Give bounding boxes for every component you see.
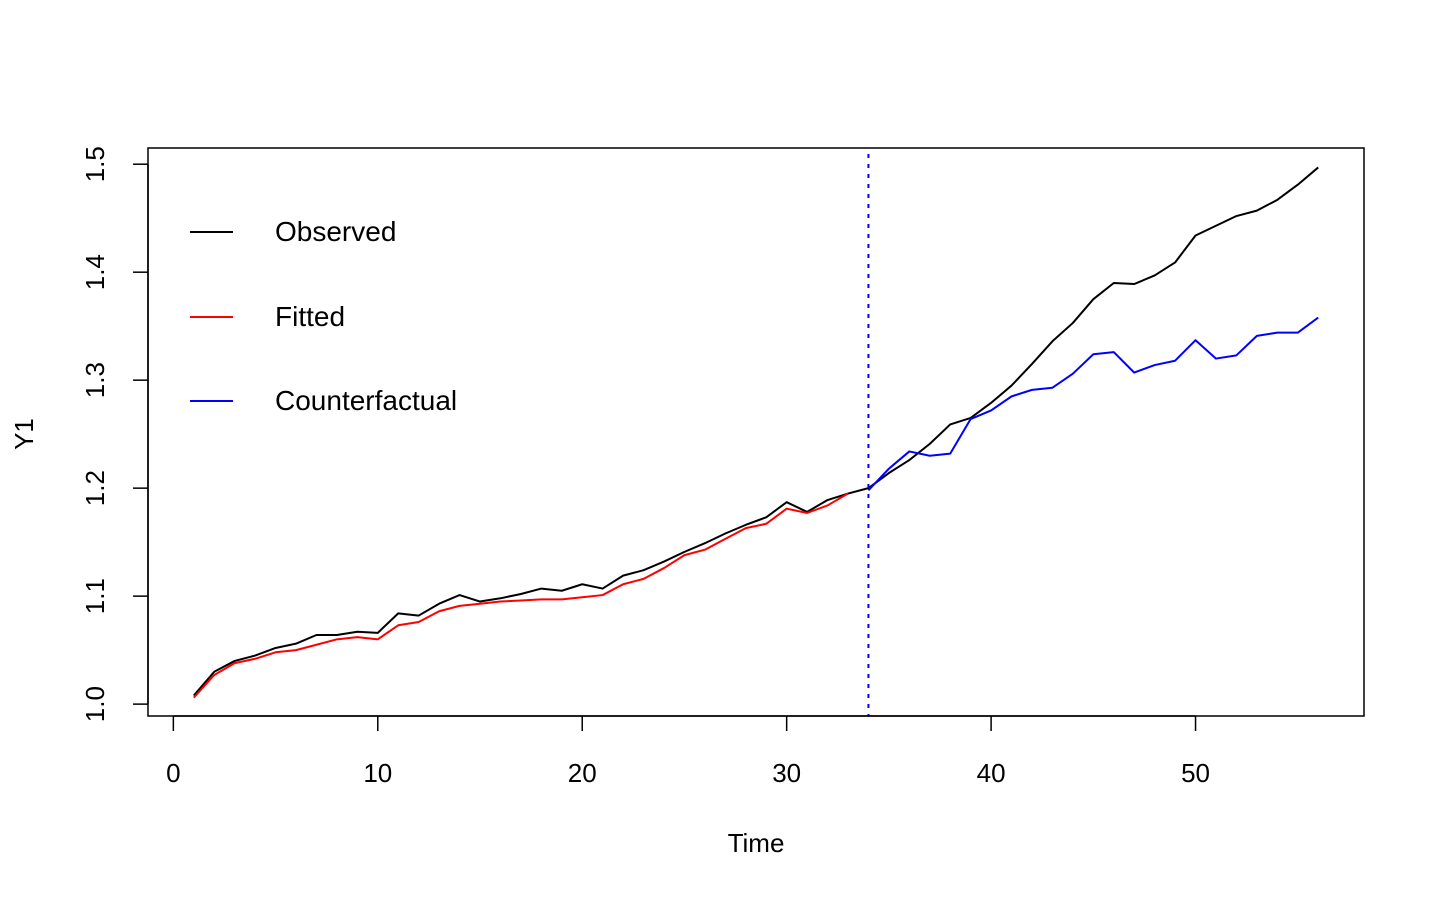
y-tick-label: 1.5 (80, 146, 110, 182)
y-tick-label: 1.2 (80, 470, 110, 506)
x-tick-label: 30 (772, 758, 801, 788)
series-line-counterfactual (867, 316, 1319, 491)
axes: 0 10 20 30 40 50 1.0 1.1 1.2 1.3 1.4 1.5 (80, 146, 1365, 788)
x-tick-label: 10 (363, 758, 392, 788)
y-tick-label: 1.3 (80, 362, 110, 398)
legend-label: Observed (275, 216, 396, 247)
x-tick-label: 0 (166, 758, 180, 788)
x-tick-label: 20 (568, 758, 597, 788)
x-tick-label: 40 (977, 758, 1006, 788)
legend-label: Counterfactual (275, 385, 457, 416)
legend: Observed Fitted Counterfactual (190, 216, 457, 416)
legend-label: Fitted (275, 301, 345, 332)
y-axis-label: Y1 (9, 418, 39, 450)
y-tick-label: 1.1 (80, 578, 110, 614)
x-axis-label: Time (728, 828, 785, 858)
y-tick-label: 1.4 (80, 254, 110, 290)
series-line-observed (193, 166, 1319, 697)
plot-area (193, 154, 1319, 716)
series-line-fitted (193, 492, 849, 699)
y-tick-label: 1.0 (80, 686, 110, 722)
x-tick-label: 50 (1181, 758, 1210, 788)
